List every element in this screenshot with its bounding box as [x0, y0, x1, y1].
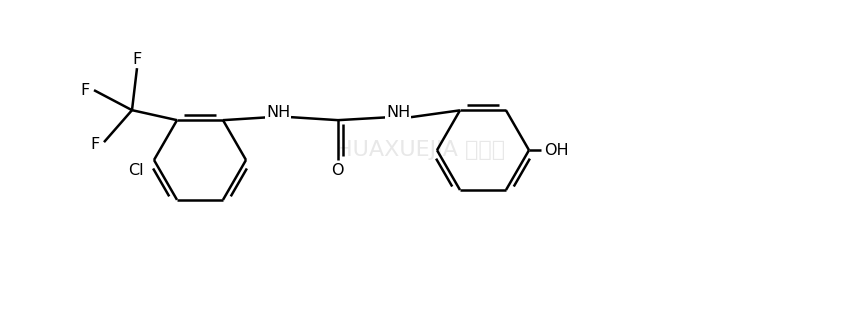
Text: OH: OH	[544, 143, 568, 158]
Text: F: F	[132, 52, 141, 67]
Text: F: F	[90, 137, 99, 152]
Text: F: F	[80, 83, 89, 98]
Text: Cl: Cl	[128, 163, 144, 178]
Text: NH: NH	[266, 105, 290, 120]
Text: HUAXUEJIA 化学加: HUAXUEJIA 化学加	[337, 140, 505, 160]
Text: NH: NH	[386, 105, 410, 120]
Text: O: O	[331, 163, 344, 178]
